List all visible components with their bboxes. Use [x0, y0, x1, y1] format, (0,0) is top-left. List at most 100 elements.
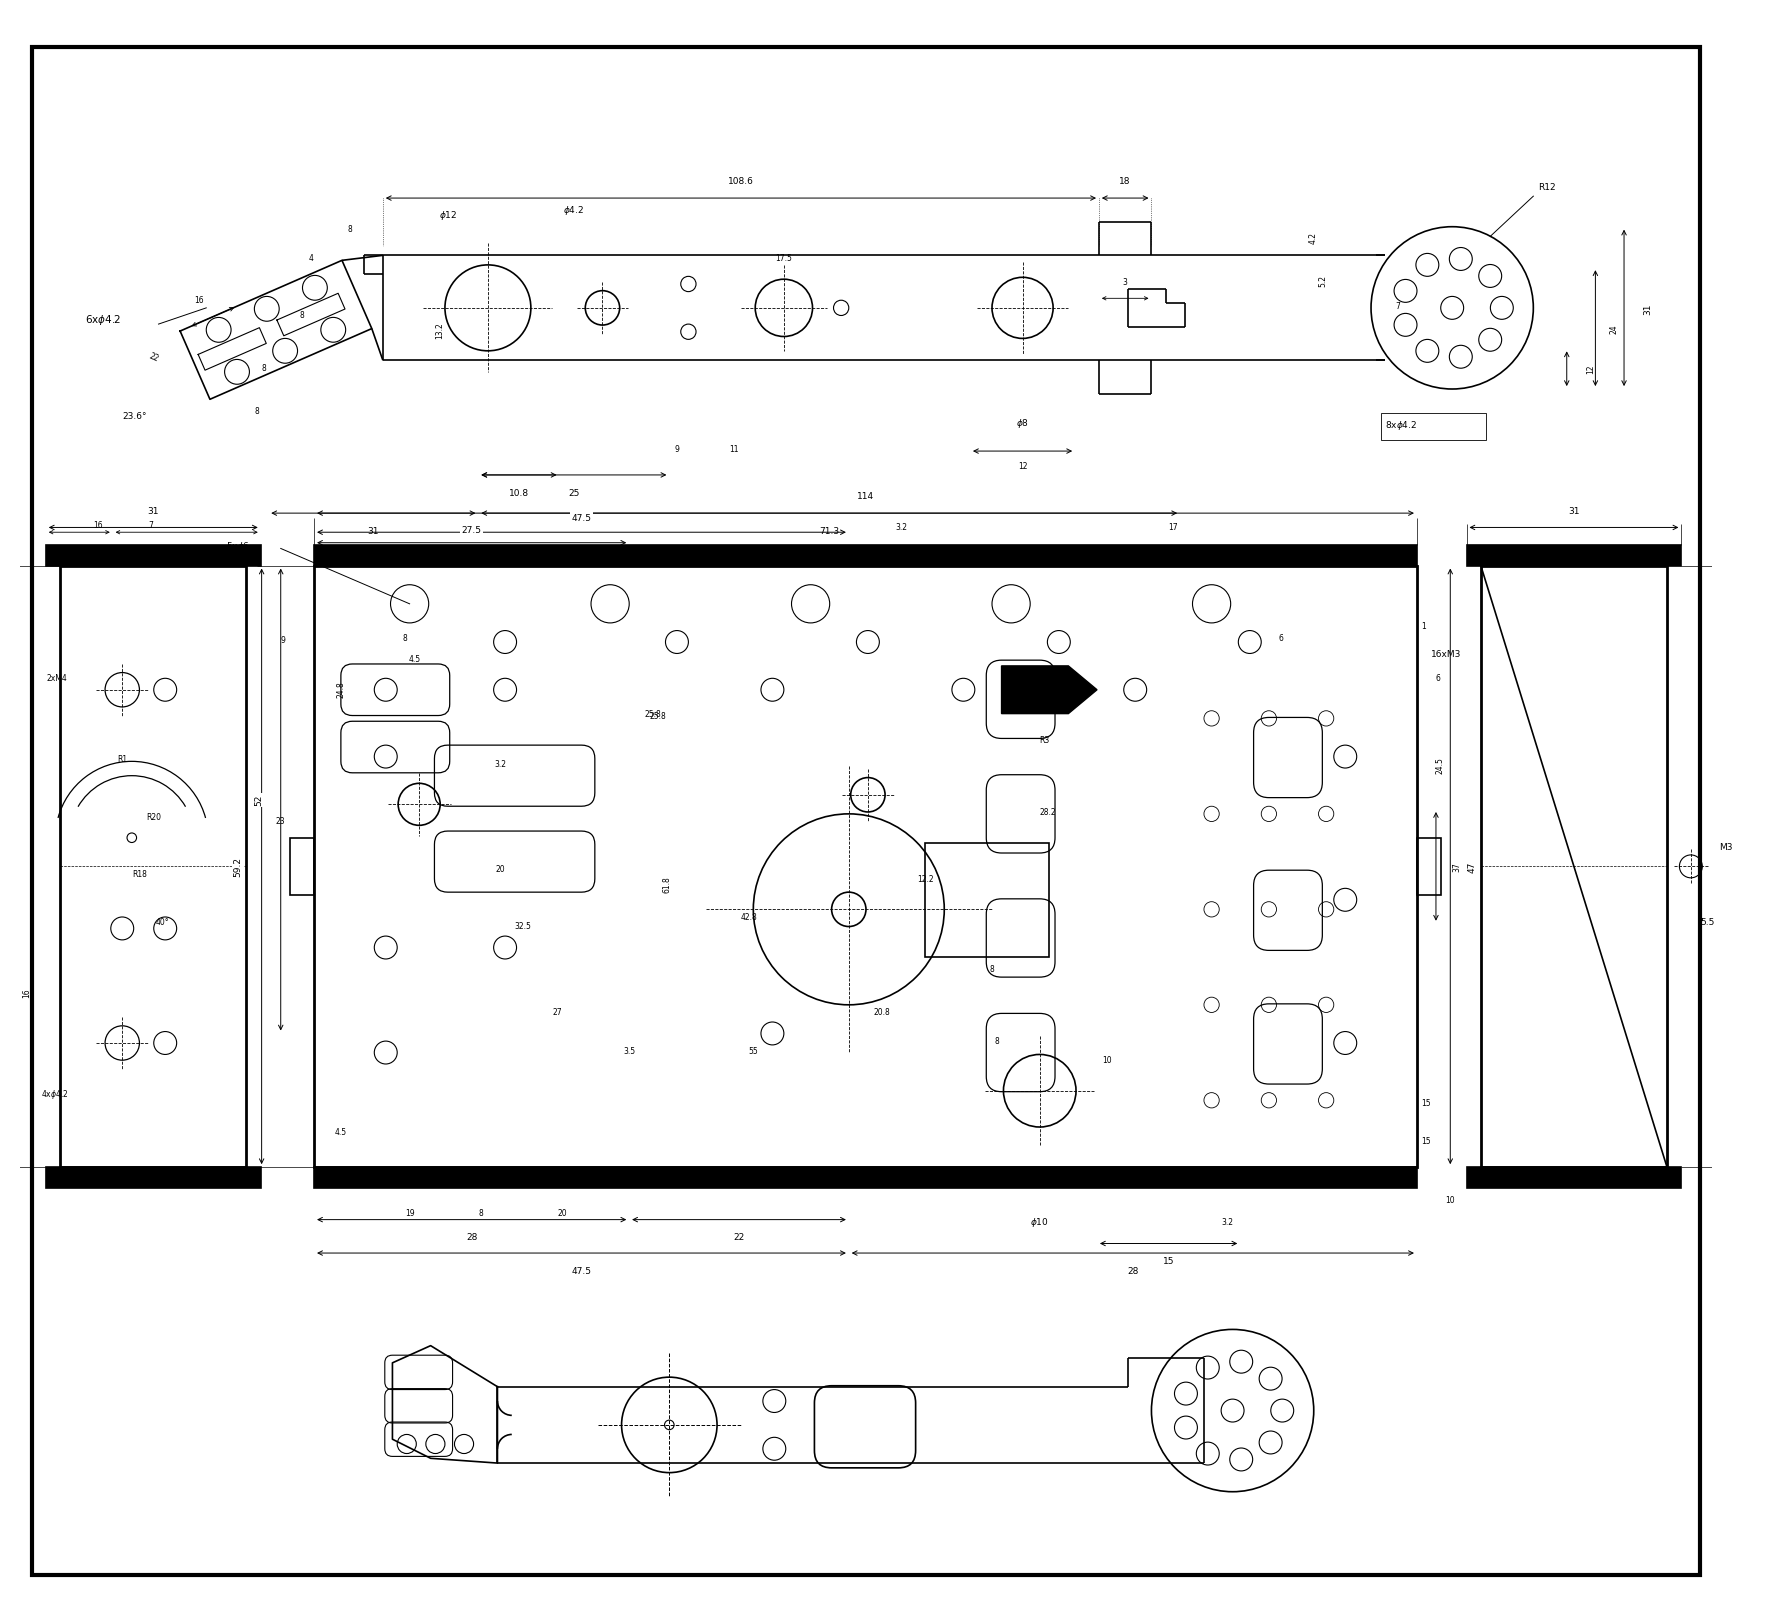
Text: 108.6: 108.6 — [728, 177, 753, 187]
Text: 9: 9 — [280, 636, 285, 644]
Text: 31: 31 — [367, 526, 379, 536]
Text: 12.2: 12.2 — [916, 875, 934, 883]
Bar — [46, 1167, 260, 1188]
Text: 3.2: 3.2 — [895, 523, 907, 532]
Text: 47.5: 47.5 — [572, 514, 592, 523]
Text: 71.3: 71.3 — [819, 526, 840, 536]
Text: 4: 4 — [308, 253, 314, 263]
Text: 12: 12 — [1586, 365, 1595, 375]
Text: $\phi$10: $\phi$10 — [1030, 1216, 1049, 1229]
Text: R18: R18 — [131, 870, 147, 878]
Text: 47: 47 — [1467, 862, 1476, 873]
Text: 28.2: 28.2 — [1040, 807, 1056, 816]
Text: 59.2: 59.2 — [234, 857, 243, 876]
Text: 40°: 40° — [156, 917, 170, 927]
Text: 31: 31 — [1568, 506, 1579, 516]
Text: 8: 8 — [255, 407, 259, 415]
Text: 114: 114 — [858, 492, 874, 502]
Text: 23.6°: 23.6° — [122, 411, 147, 420]
Text: 22: 22 — [147, 351, 159, 364]
Text: 9: 9 — [675, 445, 679, 454]
Text: 8: 8 — [994, 1037, 999, 1045]
Text: 3.5: 3.5 — [624, 1045, 636, 1055]
Text: 19: 19 — [404, 1208, 415, 1217]
Text: 16: 16 — [94, 521, 103, 531]
Text: 23: 23 — [276, 816, 285, 826]
Text: 13.2: 13.2 — [436, 323, 445, 339]
Text: 3: 3 — [1123, 278, 1127, 287]
Text: 52: 52 — [253, 794, 264, 805]
Bar — [314, 566, 1418, 1167]
Text: 7: 7 — [149, 521, 154, 531]
Text: 8: 8 — [299, 312, 305, 320]
Text: 8: 8 — [478, 1208, 484, 1217]
Text: 15: 15 — [1162, 1256, 1175, 1266]
Text: 10.8: 10.8 — [509, 489, 530, 497]
Text: 25: 25 — [569, 489, 579, 497]
Text: 32.5: 32.5 — [514, 922, 532, 932]
Text: 1: 1 — [1421, 622, 1426, 630]
Text: 17: 17 — [1168, 523, 1178, 532]
Text: 27: 27 — [553, 1008, 562, 1016]
Text: 47.5: 47.5 — [572, 1266, 592, 1276]
Text: 4x$\phi$4.2: 4x$\phi$4.2 — [41, 1087, 69, 1100]
Text: 55: 55 — [748, 1045, 758, 1055]
Text: M3: M3 — [1719, 842, 1733, 852]
Text: 5.5: 5.5 — [1701, 917, 1715, 927]
Text: 4.5: 4.5 — [335, 1126, 347, 1136]
Text: 16: 16 — [193, 297, 204, 305]
Bar — [1467, 545, 1682, 566]
Bar — [1467, 1167, 1682, 1188]
Text: R20: R20 — [145, 812, 161, 821]
Text: 8: 8 — [347, 226, 353, 234]
Text: 4.5: 4.5 — [408, 654, 420, 664]
Text: 17.5: 17.5 — [776, 253, 792, 263]
Bar — [291, 837, 314, 896]
Text: 3.2: 3.2 — [1221, 1217, 1233, 1227]
Text: 16: 16 — [23, 988, 32, 998]
Polygon shape — [1001, 667, 1097, 714]
Text: 28: 28 — [1127, 1266, 1139, 1276]
Text: 22: 22 — [734, 1232, 744, 1242]
Text: 8: 8 — [402, 633, 408, 643]
Bar — [1481, 566, 1667, 1167]
Text: 5.2: 5.2 — [1318, 274, 1327, 287]
Bar — [1418, 837, 1441, 896]
Text: 6: 6 — [1435, 674, 1441, 683]
Text: $\phi$4.2: $\phi$4.2 — [563, 204, 585, 217]
Text: 8x$\phi$4.2: 8x$\phi$4.2 — [1386, 419, 1418, 432]
Text: R3: R3 — [1040, 735, 1051, 745]
Text: 31: 31 — [147, 506, 159, 516]
Text: R1: R1 — [117, 755, 128, 764]
Text: 11: 11 — [730, 445, 739, 454]
Text: 24: 24 — [1611, 325, 1620, 334]
Text: 20: 20 — [496, 865, 505, 873]
Text: 8: 8 — [989, 964, 994, 974]
Bar — [46, 545, 260, 566]
Text: 28: 28 — [466, 1232, 477, 1242]
Text: 7: 7 — [1395, 302, 1400, 310]
Text: $\phi$12: $\phi$12 — [439, 209, 457, 222]
Text: $\phi$8: $\phi$8 — [1015, 417, 1030, 430]
Text: 16xM3: 16xM3 — [1432, 649, 1462, 659]
Text: 6: 6 — [1278, 633, 1283, 643]
Text: 15: 15 — [1421, 1136, 1432, 1146]
Text: 5x$\phi$6: 5x$\phi$6 — [225, 540, 250, 553]
Text: 25.8: 25.8 — [650, 712, 666, 721]
Bar — [314, 545, 1418, 566]
Text: 61.8: 61.8 — [663, 876, 672, 893]
Text: 20.8: 20.8 — [874, 1008, 891, 1016]
Text: 37: 37 — [1453, 862, 1462, 872]
Bar — [1380, 414, 1485, 440]
Text: 4.2: 4.2 — [1310, 232, 1318, 243]
Bar — [60, 566, 246, 1167]
Text: 42.8: 42.8 — [741, 912, 757, 922]
Text: 2xM4: 2xM4 — [46, 674, 67, 683]
Text: 6x$\phi$4.2: 6x$\phi$4.2 — [85, 313, 122, 326]
Text: 15: 15 — [1421, 1099, 1432, 1107]
Bar — [314, 1167, 1418, 1188]
Text: 25.8: 25.8 — [645, 709, 661, 719]
Text: 10: 10 — [1102, 1055, 1111, 1065]
Bar — [925, 842, 1049, 958]
Text: 24.5: 24.5 — [1435, 756, 1444, 774]
